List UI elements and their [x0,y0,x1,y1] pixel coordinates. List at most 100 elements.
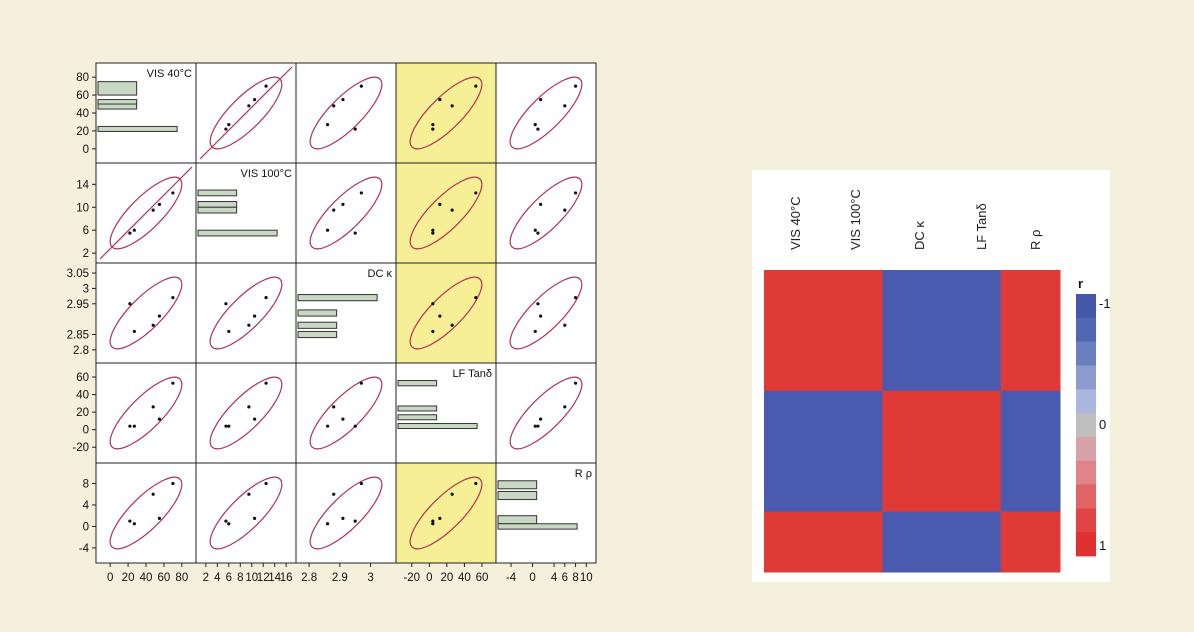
x-tick-label: 60 [158,572,171,584]
legend-tick-label: 1 [1099,538,1106,553]
y-tick-label: 2.85 [67,330,89,342]
heatmap-column-labels: VIS 40°C VIS 100°C DC κ LF Tanδ R ρ [788,189,1043,250]
data-point [171,191,175,195]
data-point [353,424,357,428]
histogram-bar [497,491,538,501]
data-point [224,424,228,428]
y-tick-label: 14 [76,179,89,191]
histogram-bar [197,189,238,197]
matrix-cell-vis-100-c-vs-vis-100-c: VIS 100°C [195,162,297,264]
x-tick-label: 80 [175,572,188,584]
histogram-bar [297,309,338,317]
confidence-ellipse [109,376,183,450]
data-point [533,228,537,232]
data-point [247,492,251,496]
cell-frame [295,462,397,564]
confidence-ellipse [309,476,383,550]
data-point [431,228,435,232]
data-point [171,481,175,486]
x-tick-label: 6 [226,572,232,584]
data-point [247,323,251,327]
y-tick-label: -4 [79,543,90,555]
data-point [353,231,357,235]
cell-frame [495,62,597,164]
matrix-cell-dc-vs-lf-tan [395,262,497,364]
matrix-cell-vis-100-c-vs-lf-tan [395,162,497,264]
data-point [341,97,345,102]
cell-frame [395,462,497,564]
data-point [539,202,543,206]
confidence-ellipse [509,76,583,150]
data-point [227,522,231,526]
data-point [450,323,454,327]
cell-frame [395,262,497,364]
data-point [438,97,442,102]
matrix-cells: VIS 40°C VIS 100°C DC κ LF Tanδ R ρ [95,62,597,564]
matrix-cell-dc-vs-dc: DC κ [295,262,397,364]
x-tick-label: 14 [268,572,281,584]
matrix-cell-lf-tan-vs-dc [295,362,397,464]
heatmap-cell [882,390,943,452]
data-point [438,516,442,520]
data-point [157,202,162,206]
data-point [325,424,330,428]
data-point [151,208,155,212]
legend-color-segment [1076,413,1096,438]
heatmap-column-label: VIS 100°C [848,189,863,250]
y-tick-label: 8 [83,478,89,490]
histogram-bar [397,405,438,412]
data-point [224,302,228,306]
matrix-cell-vis-100-c-vs-r [495,162,597,264]
x-tick-label: 12 [257,572,270,584]
data-point [224,127,228,131]
matrix-cell-r-vs-dc [295,462,397,564]
matrix-cell-lf-tan-vs-vis-40-c [95,362,197,464]
histogram-bar [297,321,338,329]
y-tick-label: 2.8 [73,345,89,357]
data-point [431,522,435,526]
data-point [151,492,155,496]
heatmap-cell [941,451,1002,513]
matrix-cell-dc-vs-vis-40-c [95,262,197,364]
cell-frame [295,62,397,164]
data-point [431,123,435,127]
data-point [325,123,330,127]
data-point [353,519,357,523]
fit-line [99,166,193,260]
data-point [341,202,345,206]
histogram-bar [197,206,238,214]
histogram-bar [97,81,138,96]
x-tick-label: 40 [458,572,471,584]
legend-color-segment [1076,365,1096,390]
data-point [264,84,268,88]
y-tick-label: 6 [83,225,89,237]
data-point [128,231,132,235]
legend-color-segment [1076,532,1096,557]
diagonal-variable-label: R ρ [575,468,592,480]
x-tick-label: 10 [580,572,593,584]
data-point [325,522,330,526]
histogram-bar [497,480,538,490]
data-point [563,208,567,212]
cell-frame [295,362,397,464]
data-point [253,516,257,520]
data-point [536,424,540,428]
data-point [573,84,578,88]
data-point [264,481,268,486]
histogram-bar [97,103,138,110]
legend-color-segment [1076,460,1096,485]
matrix-cell-lf-tan-vs-lf-tan: LF Tanδ [395,362,497,464]
diagonal-variable-label: VIS 100°C [241,168,293,180]
data-point [332,104,336,108]
data-point [474,296,478,300]
data-point [341,516,345,520]
heatmap-cell [764,511,883,573]
cell-frame [195,362,297,464]
data-point [171,296,175,300]
x-tick-label: 8 [237,572,243,584]
data-point [431,519,435,523]
confidence-ellipse [409,276,483,350]
y-tick-label: 0 [83,521,89,533]
data-point [474,481,478,486]
data-point [264,381,268,385]
